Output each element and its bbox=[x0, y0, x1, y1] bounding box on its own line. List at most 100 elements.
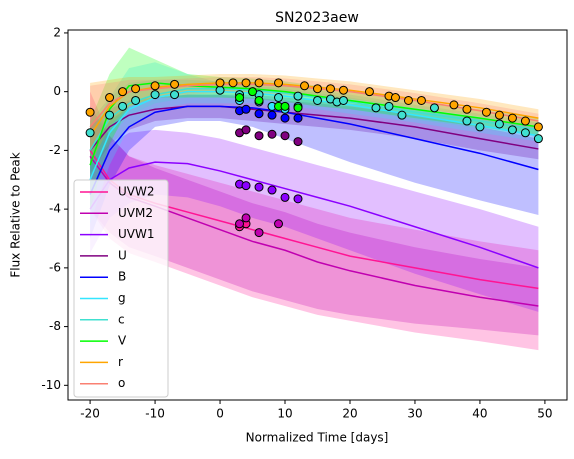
model-line bbox=[89, 161, 539, 269]
observation bbox=[85, 128, 95, 138]
observation bbox=[267, 129, 277, 139]
observation bbox=[170, 79, 180, 89]
observation bbox=[267, 110, 277, 120]
observation bbox=[364, 87, 374, 97]
observation bbox=[150, 90, 160, 100]
observation bbox=[118, 87, 128, 97]
band bbox=[90, 106, 539, 336]
observation bbox=[462, 116, 472, 126]
legend-label: UVW2 bbox=[118, 185, 155, 199]
observation bbox=[215, 78, 225, 88]
legend-label: UVM2 bbox=[118, 206, 153, 220]
observation bbox=[105, 93, 115, 103]
observation bbox=[403, 95, 413, 105]
y-tick-label: 0 bbox=[53, 84, 61, 98]
observation bbox=[293, 113, 303, 123]
observation bbox=[397, 110, 407, 120]
x-tick-label: -10 bbox=[145, 407, 165, 421]
observation bbox=[150, 81, 160, 91]
observation bbox=[85, 107, 95, 117]
observation bbox=[533, 122, 543, 132]
band bbox=[90, 62, 539, 224]
x-tick-label: -20 bbox=[80, 407, 100, 421]
observation bbox=[241, 125, 251, 135]
y-tick-label: -6 bbox=[49, 260, 61, 274]
observation bbox=[338, 85, 348, 95]
observation bbox=[267, 185, 277, 195]
x-tick-label: 40 bbox=[472, 407, 487, 421]
legend-label: g bbox=[118, 291, 126, 305]
band bbox=[90, 94, 539, 239]
observation bbox=[300, 81, 310, 91]
observation bbox=[429, 103, 439, 113]
band bbox=[90, 94, 539, 174]
band bbox=[90, 76, 539, 151]
observation bbox=[241, 181, 251, 191]
points bbox=[85, 78, 543, 238]
observation bbox=[449, 100, 459, 110]
observation bbox=[280, 113, 290, 123]
axes: -20 -10 0 10 20 30 40 50-10-8-6-4-202 bbox=[41, 25, 568, 421]
model-line bbox=[89, 105, 539, 151]
x-tick-label: 50 bbox=[537, 407, 552, 421]
observation bbox=[241, 213, 251, 223]
observation bbox=[228, 78, 238, 88]
observation bbox=[131, 95, 141, 105]
x-tick-label: 30 bbox=[407, 407, 422, 421]
band bbox=[90, 129, 539, 312]
band bbox=[90, 74, 539, 166]
observation bbox=[274, 78, 284, 88]
observation bbox=[494, 119, 504, 129]
observation bbox=[293, 137, 303, 147]
observation bbox=[475, 122, 485, 132]
band bbox=[90, 91, 539, 351]
observation bbox=[533, 134, 543, 144]
observation bbox=[215, 85, 225, 95]
observation bbox=[494, 110, 504, 120]
observation bbox=[293, 91, 303, 101]
observation bbox=[293, 194, 303, 204]
y-axis-label: Flux Relative to Peak bbox=[9, 152, 23, 277]
legend-label: r bbox=[118, 355, 123, 369]
observation bbox=[105, 110, 115, 120]
observation bbox=[254, 78, 264, 88]
observation bbox=[520, 128, 530, 138]
legend-label: c bbox=[118, 312, 125, 326]
observation bbox=[481, 107, 491, 117]
observation bbox=[274, 219, 284, 229]
observation bbox=[235, 219, 245, 229]
plot-frame bbox=[67, 29, 568, 401]
legend-label: UVW1 bbox=[118, 227, 155, 241]
observation bbox=[462, 104, 472, 114]
observation bbox=[131, 84, 141, 94]
observation bbox=[507, 113, 517, 123]
x-axis-label: Normalized Time [days] bbox=[246, 431, 389, 445]
y-tick-label: 2 bbox=[53, 25, 61, 39]
observation bbox=[384, 101, 394, 111]
model-line bbox=[89, 105, 539, 195]
observation bbox=[118, 101, 128, 111]
x-tick-label: 10 bbox=[277, 407, 292, 421]
observation bbox=[390, 93, 400, 103]
observation bbox=[280, 131, 290, 141]
observation bbox=[293, 103, 303, 113]
observation bbox=[235, 93, 245, 103]
observation bbox=[313, 95, 322, 105]
observation bbox=[313, 84, 322, 94]
observation bbox=[248, 87, 258, 97]
observation bbox=[274, 93, 284, 103]
observation bbox=[507, 125, 517, 135]
observation bbox=[280, 192, 290, 202]
legend-label: B bbox=[118, 270, 126, 284]
observation bbox=[520, 116, 530, 126]
chart-title: SN2023aew bbox=[275, 10, 359, 26]
observation bbox=[325, 84, 335, 94]
observation bbox=[371, 103, 381, 113]
observation bbox=[416, 95, 426, 105]
y-tick-label: -8 bbox=[49, 319, 61, 333]
observation bbox=[241, 104, 251, 114]
y-tick-label: -4 bbox=[49, 202, 61, 216]
observation bbox=[170, 90, 180, 100]
